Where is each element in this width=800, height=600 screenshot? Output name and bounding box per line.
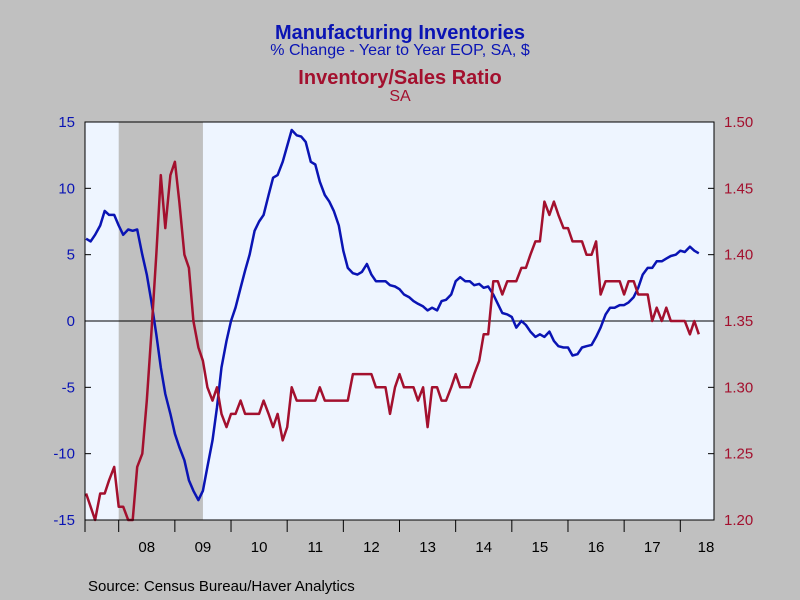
x-axis-label: 09: [195, 539, 212, 556]
right-axis-label: 1.30: [724, 379, 753, 396]
right-axis-label: 1.50: [724, 114, 753, 131]
left-axis-label: -15: [53, 512, 75, 529]
x-axis-label: 15: [532, 539, 549, 556]
x-axis-label: 18: [698, 539, 715, 556]
source-note: Source: Census Bureau/Haver Analytics: [88, 578, 355, 595]
left-axis-label: 0: [67, 313, 75, 330]
x-axis-label: 17: [644, 539, 661, 556]
inventory-sales-ratio-line: [84, 160, 700, 522]
x-axis-label: 11: [307, 539, 323, 556]
x-axis-label: 08: [138, 539, 155, 556]
x-axis-label: 16: [588, 539, 605, 556]
left-axis-label: -5: [62, 379, 75, 396]
secondary-subtitle: SA: [389, 88, 411, 105]
secondary-title: Inventory/Sales Ratio: [298, 67, 502, 89]
right-axis-label: 1.20: [724, 512, 753, 529]
left-axis-label: 15: [58, 114, 75, 131]
right-axis-label: 1.40: [724, 247, 753, 264]
left-axis-label: 10: [58, 180, 75, 197]
x-axis-label: 12: [363, 539, 380, 556]
chart-title: Manufacturing Inventories: [274, 22, 526, 44]
right-axis-label: 1.35: [724, 313, 753, 330]
right-axis-label: 1.25: [724, 446, 753, 463]
left-axis-label: 5: [67, 247, 75, 264]
left-axis-label: -10: [53, 446, 75, 463]
chart-subtitle: % Change - Year to Year EOP, SA, $: [270, 42, 530, 59]
x-axis-label: 13: [419, 539, 436, 556]
inventories-line: [85, 128, 700, 502]
right-axis-label: 1.45: [724, 180, 753, 197]
x-axis-label: 14: [475, 539, 492, 556]
x-axis-label: 10: [251, 539, 268, 556]
